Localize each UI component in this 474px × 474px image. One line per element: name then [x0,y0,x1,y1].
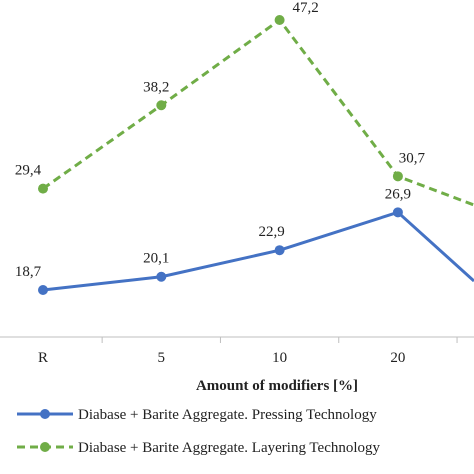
data-point [274,15,285,25]
x-tick-label: 10 [272,350,287,366]
data-label: 38,2 [143,79,169,95]
legend-swatch-marker [40,409,50,419]
data-point [392,171,403,182]
data-label: 29,4 [15,163,42,179]
data-point [274,245,285,256]
legend-label: Diabase + Barite Aggregate. Layering Tec… [78,440,381,456]
series-pressing: 18,7 20,1 22,9 26,9 [15,186,474,295]
data-label: 20,1 [143,251,169,267]
x-tick-label: 20 [390,350,405,366]
x-tick-label: 5 [158,350,166,366]
legend-item: Diabase + Barite Aggregate. Layering Tec… [17,440,381,456]
data-point [156,100,167,111]
series-line [42,18,474,207]
data-point [392,207,403,218]
data-label: 22,9 [258,224,284,240]
series-layering: 29,4 38,2 47,2 30,7 [15,0,474,207]
data-point [38,285,48,295]
x-tick-label: R [38,350,48,366]
data-label: 18,7 [15,264,42,280]
data-point [38,183,48,194]
data-label: 30,7 [399,150,426,166]
data-point [156,271,167,282]
legend-item: Diabase + Barite Aggregate. Pressing Tec… [17,407,377,423]
x-axis-title: Amount of modifiers [%] [196,378,358,394]
data-label: 26,9 [385,186,411,202]
legend-swatch-marker [40,442,50,452]
legend-label: Diabase + Barite Aggregate. Pressing Tec… [78,407,377,423]
data-label: 47,2 [292,0,318,16]
